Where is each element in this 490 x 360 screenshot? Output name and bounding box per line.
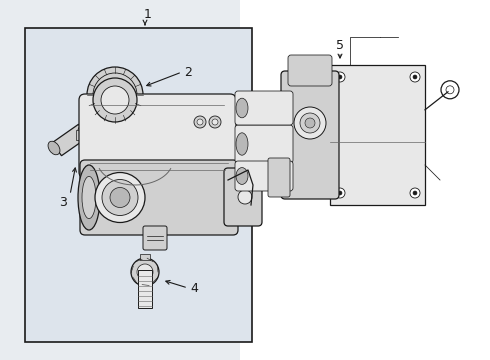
Bar (330, 65, 425, 205)
Circle shape (413, 191, 417, 195)
Circle shape (338, 75, 342, 79)
Circle shape (410, 72, 420, 82)
Ellipse shape (82, 176, 96, 219)
Circle shape (338, 191, 342, 195)
Text: 1: 1 (144, 8, 152, 21)
Ellipse shape (78, 165, 100, 230)
FancyBboxPatch shape (80, 160, 238, 235)
Ellipse shape (236, 98, 248, 118)
Circle shape (209, 116, 221, 128)
Bar (138, 270, 152, 308)
Bar (25, 28, 252, 342)
Ellipse shape (236, 168, 248, 184)
Circle shape (300, 113, 320, 133)
Circle shape (413, 75, 417, 79)
Circle shape (131, 258, 159, 286)
FancyBboxPatch shape (235, 91, 293, 125)
Circle shape (87, 67, 143, 123)
FancyBboxPatch shape (79, 94, 236, 178)
Circle shape (197, 119, 203, 125)
Polygon shape (52, 124, 88, 156)
Circle shape (212, 119, 218, 125)
Ellipse shape (236, 133, 248, 155)
FancyBboxPatch shape (224, 168, 262, 226)
FancyBboxPatch shape (268, 158, 290, 197)
Bar (280, 40, 490, 270)
Circle shape (93, 73, 137, 117)
Circle shape (441, 81, 459, 99)
Circle shape (335, 72, 345, 82)
Circle shape (294, 107, 326, 139)
Circle shape (410, 188, 420, 198)
Ellipse shape (48, 141, 60, 155)
Text: 4: 4 (190, 282, 198, 294)
FancyBboxPatch shape (143, 226, 167, 250)
Text: 5: 5 (336, 39, 344, 51)
FancyBboxPatch shape (281, 71, 339, 199)
Circle shape (194, 116, 206, 128)
Circle shape (335, 188, 345, 198)
Circle shape (101, 86, 129, 114)
Circle shape (110, 188, 130, 207)
FancyBboxPatch shape (76, 130, 86, 140)
Bar (140, 254, 150, 260)
Circle shape (101, 81, 129, 109)
Circle shape (137, 264, 153, 280)
Circle shape (238, 190, 252, 204)
Bar (240, 0, 490, 360)
Circle shape (102, 180, 138, 216)
Circle shape (305, 118, 315, 128)
Circle shape (93, 78, 137, 122)
Text: 3: 3 (59, 195, 67, 208)
FancyBboxPatch shape (288, 55, 332, 86)
Circle shape (95, 172, 145, 222)
Text: 2: 2 (184, 66, 192, 78)
FancyBboxPatch shape (235, 125, 293, 163)
Circle shape (446, 86, 454, 94)
Ellipse shape (78, 126, 90, 140)
FancyBboxPatch shape (235, 161, 293, 191)
